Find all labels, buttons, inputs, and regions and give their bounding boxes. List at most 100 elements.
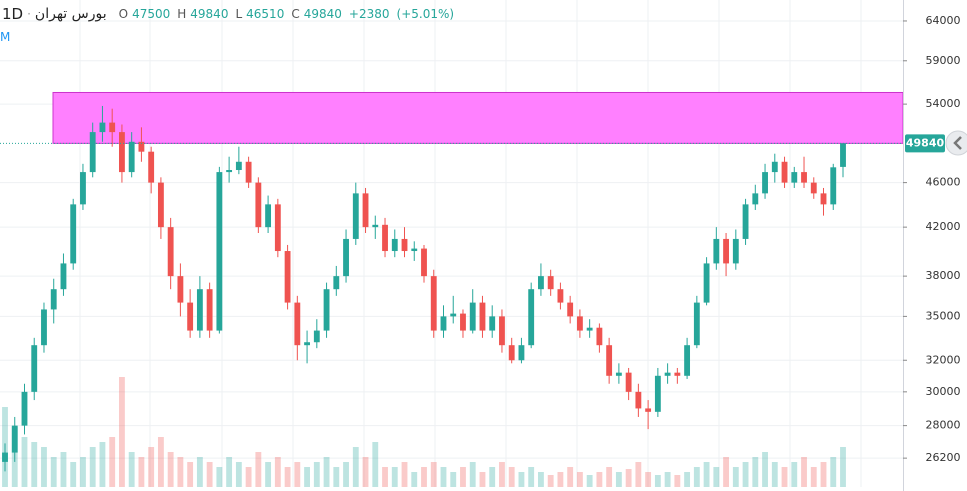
volume-bar	[80, 457, 86, 487]
volume-bar	[635, 462, 642, 487]
candle-body	[460, 313, 466, 331]
candle-body	[70, 204, 77, 264]
candle-body	[830, 167, 837, 205]
volume-bar	[596, 472, 603, 487]
candle-body	[645, 408, 652, 412]
volume-bar	[674, 475, 681, 487]
y-tick-label: 54000	[926, 97, 961, 110]
volume-bar	[352, 447, 359, 487]
volume-bar	[138, 457, 145, 487]
candle-body	[615, 372, 622, 376]
volume-bar	[732, 467, 739, 487]
candle-body	[752, 193, 759, 205]
candle-body	[499, 316, 505, 346]
candle-body	[109, 122, 116, 133]
candle-body	[2, 452, 8, 462]
symbol: بورس تهران	[34, 6, 107, 22]
y-tick-label: 38000	[926, 269, 961, 282]
candle-body	[742, 204, 749, 239]
volume-bar	[781, 467, 788, 487]
volume-bar	[703, 462, 710, 487]
candle-body	[791, 172, 798, 183]
volume-bar	[196, 457, 203, 487]
y-tick-label: 30000	[926, 385, 961, 398]
volume-bar	[460, 467, 466, 487]
legend-header: 1D · بورس تهران O 47500 H 49840 L 46510 C 49…	[2, 4, 457, 24]
high-label: H	[177, 7, 187, 21]
price-axis-bg	[903, 0, 967, 491]
volume-bar	[820, 462, 827, 487]
candle-body	[333, 276, 340, 290]
candle-body	[255, 182, 262, 228]
candle-body	[810, 182, 817, 194]
candle-body	[654, 375, 661, 412]
volume-bar	[538, 472, 544, 487]
volume-bar	[294, 462, 301, 487]
candle-body	[557, 289, 564, 303]
separator: ·	[27, 7, 31, 21]
candle-body	[148, 151, 155, 183]
candle-body	[41, 309, 47, 346]
candle-body	[60, 263, 67, 290]
candle-body	[762, 172, 768, 194]
volume-bar	[148, 447, 155, 487]
volume-bar	[752, 457, 759, 487]
open-value: 47500	[132, 7, 171, 21]
volume-bar	[469, 462, 476, 487]
volume-bar	[167, 452, 174, 487]
volume-bar	[723, 457, 729, 487]
volume-bar	[89, 447, 96, 487]
candle-body	[128, 141, 135, 173]
volume-bar	[391, 467, 398, 487]
volume-bar	[499, 462, 505, 487]
candle-body	[196, 289, 203, 331]
low-value: 46510	[246, 7, 285, 21]
candle-body	[206, 289, 213, 331]
candle-body	[450, 313, 457, 317]
candle-body	[567, 302, 574, 317]
candle-body	[187, 302, 194, 331]
volume-bar	[177, 457, 184, 487]
candle-body	[723, 238, 729, 264]
candle-body	[177, 276, 184, 303]
close-label: C	[291, 7, 300, 21]
last-price-box	[905, 134, 945, 153]
candle-body	[703, 263, 710, 303]
candle-body	[713, 238, 720, 264]
candle-body	[80, 172, 86, 205]
candle-body	[674, 372, 681, 376]
volume-bar	[265, 462, 272, 487]
candle-body	[840, 143, 846, 167]
candle-body	[391, 238, 398, 252]
low-label: L	[235, 7, 243, 21]
volume-bar	[235, 462, 242, 487]
candle-body	[469, 302, 476, 331]
candle-body	[781, 161, 788, 183]
candle-body	[313, 330, 320, 343]
candle-body	[372, 224, 379, 228]
volume-bar	[840, 447, 846, 487]
candle-body	[343, 238, 349, 277]
volume-bar	[343, 462, 349, 487]
candle-body	[167, 227, 174, 277]
candle-body	[119, 132, 125, 173]
high-value: 49840	[190, 7, 229, 21]
candle-body	[576, 316, 583, 331]
candle-body	[401, 238, 408, 252]
candle-body	[362, 193, 369, 228]
volume-bar	[274, 457, 281, 487]
candle-body	[274, 204, 281, 252]
volume-bar	[411, 472, 418, 487]
volume-bar	[304, 467, 310, 487]
volume-bar	[157, 437, 164, 487]
volume-bar	[508, 467, 515, 487]
candle-body	[265, 204, 272, 228]
candle-body	[528, 289, 535, 346]
candle-body	[489, 316, 496, 331]
volume-bar	[547, 475, 554, 487]
volume-bar	[401, 462, 408, 487]
candle-body	[21, 391, 28, 426]
volume-bar	[372, 442, 379, 487]
volume-bar	[791, 462, 798, 487]
volume-bar	[586, 475, 593, 487]
